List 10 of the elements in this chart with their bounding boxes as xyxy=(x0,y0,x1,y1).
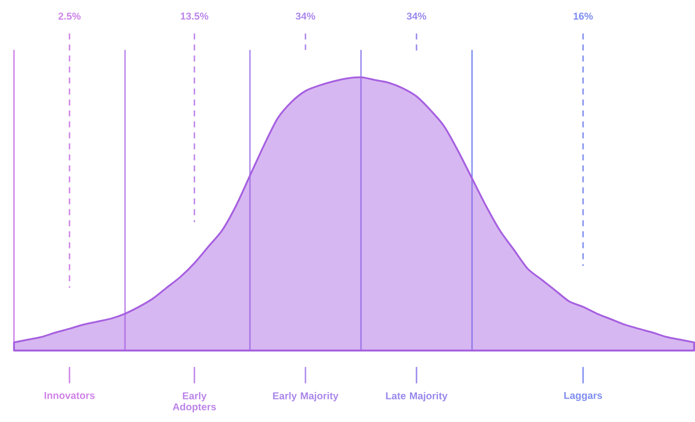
text: 34% xyxy=(406,12,426,20)
x-tick-label: Late Majority xyxy=(386,392,448,402)
x-tick-label: Innovators xyxy=(44,392,95,399)
x-tick-label: Early Adopters xyxy=(172,392,216,412)
x-tick-label: Laggars xyxy=(564,392,602,401)
text: 2.5% xyxy=(58,12,81,20)
text: 34% xyxy=(296,12,316,20)
x-tick-label: Early Majority xyxy=(273,392,338,402)
text: 16% xyxy=(574,12,593,20)
text: 13.5% xyxy=(180,12,208,20)
